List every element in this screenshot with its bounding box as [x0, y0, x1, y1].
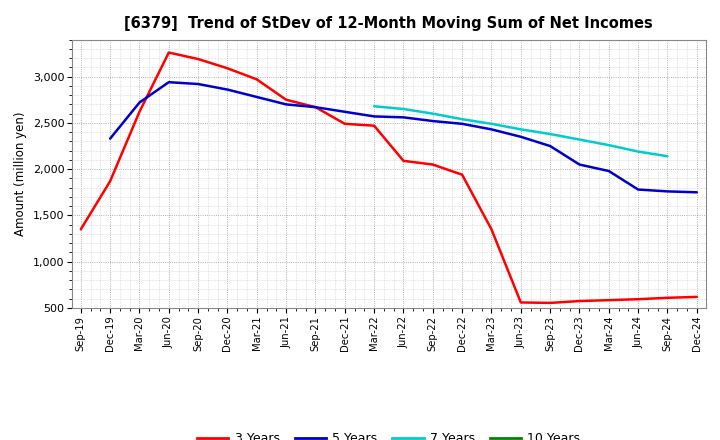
3 Years	[428, 162, 437, 167]
3 Years	[605, 297, 613, 303]
7 Years	[634, 149, 642, 154]
5 Years	[341, 109, 349, 114]
3 Years	[663, 295, 672, 301]
3 Years	[76, 227, 85, 232]
3 Years	[634, 297, 642, 302]
3 Years	[399, 158, 408, 164]
Line: 5 Years: 5 Years	[110, 82, 697, 192]
3 Years	[106, 179, 114, 184]
5 Years	[282, 102, 290, 107]
5 Years	[253, 94, 261, 99]
5 Years	[311, 105, 320, 110]
3 Years	[458, 172, 467, 177]
5 Years	[663, 189, 672, 194]
5 Years	[370, 114, 379, 119]
3 Years	[575, 298, 584, 304]
5 Years	[399, 115, 408, 120]
3 Years	[341, 121, 349, 126]
Y-axis label: Amount (million yen): Amount (million yen)	[14, 112, 27, 236]
5 Years	[164, 80, 173, 85]
3 Years	[487, 227, 496, 232]
Legend: 3 Years, 5 Years, 7 Years, 10 Years: 3 Years, 5 Years, 7 Years, 10 Years	[192, 427, 585, 440]
3 Years	[164, 50, 173, 55]
Line: 3 Years: 3 Years	[81, 52, 697, 303]
5 Years	[194, 81, 202, 87]
7 Years	[575, 137, 584, 142]
7 Years	[428, 111, 437, 116]
5 Years	[516, 134, 525, 139]
7 Years	[399, 106, 408, 112]
5 Years	[106, 136, 114, 141]
5 Years	[693, 190, 701, 195]
3 Years	[693, 294, 701, 300]
5 Years	[546, 143, 554, 149]
5 Years	[223, 87, 232, 92]
7 Years	[487, 121, 496, 126]
3 Years	[311, 105, 320, 110]
5 Years	[575, 162, 584, 167]
7 Years	[370, 103, 379, 109]
3 Years	[516, 300, 525, 305]
Line: 7 Years: 7 Years	[374, 106, 667, 156]
Title: [6379]  Trend of StDev of 12-Month Moving Sum of Net Incomes: [6379] Trend of StDev of 12-Month Moving…	[125, 16, 653, 32]
7 Years	[458, 117, 467, 122]
3 Years	[253, 77, 261, 82]
7 Years	[663, 154, 672, 159]
3 Years	[135, 109, 144, 114]
7 Years	[546, 132, 554, 137]
3 Years	[223, 66, 232, 71]
5 Years	[487, 127, 496, 132]
5 Years	[458, 121, 467, 126]
7 Years	[605, 143, 613, 148]
7 Years	[516, 127, 525, 132]
5 Years	[634, 187, 642, 192]
5 Years	[605, 169, 613, 174]
3 Years	[546, 300, 554, 305]
3 Years	[370, 123, 379, 128]
3 Years	[194, 56, 202, 62]
5 Years	[428, 118, 437, 124]
5 Years	[135, 100, 144, 105]
3 Years	[282, 97, 290, 103]
